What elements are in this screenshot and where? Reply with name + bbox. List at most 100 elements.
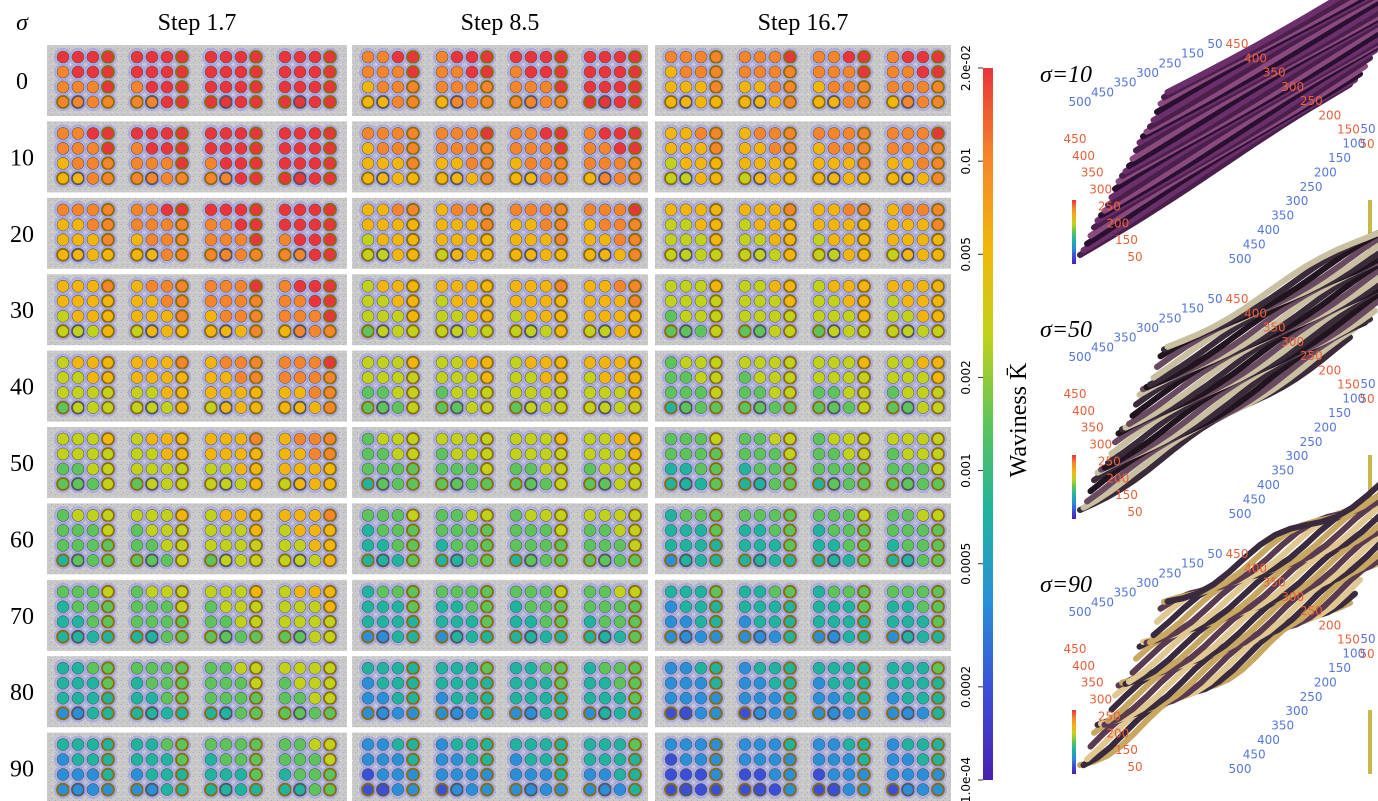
axis-tick-label: 350 — [1271, 209, 1294, 223]
figure: σ Step 1.7Step 8.5Step 16.70102030405060… — [0, 0, 1378, 801]
axis-tick-label: 100 — [1342, 391, 1365, 405]
fiber — [754, 172, 766, 184]
fiber — [843, 295, 855, 307]
fiber — [843, 524, 855, 536]
fiber — [917, 325, 929, 337]
fiber — [680, 631, 692, 643]
fiber — [665, 662, 677, 674]
fiber — [451, 234, 463, 246]
fiber — [309, 463, 321, 475]
fiber — [72, 448, 84, 460]
fiber — [917, 631, 929, 643]
fiber — [710, 662, 722, 674]
row-label: 30 — [10, 298, 34, 324]
fiber — [377, 554, 389, 566]
fiber — [555, 387, 567, 399]
fiber — [887, 448, 899, 460]
step-header: Step 8.5 — [461, 10, 540, 36]
fiber — [250, 478, 262, 490]
fiber — [555, 509, 567, 521]
axis-tick-label: 400 — [1072, 149, 1095, 163]
fiber — [279, 66, 291, 78]
fiber — [769, 509, 781, 521]
fiber — [407, 433, 419, 445]
fiber — [665, 402, 677, 414]
fiber — [279, 172, 291, 184]
fiber — [131, 234, 143, 246]
fiber — [279, 739, 291, 751]
fiber — [828, 631, 840, 643]
fiber — [324, 295, 336, 307]
fiber — [102, 539, 114, 551]
fiber — [754, 769, 766, 781]
fiber — [436, 96, 448, 108]
fiber — [309, 172, 321, 184]
fiber — [294, 631, 306, 643]
fiber — [436, 280, 448, 292]
fiber — [599, 677, 611, 689]
fiber — [695, 463, 707, 475]
fiber — [739, 357, 751, 369]
fiber — [917, 662, 929, 674]
fiber — [466, 739, 478, 751]
fiber — [250, 509, 262, 521]
axis-tick-label: 50 — [1360, 377, 1375, 391]
fiber — [205, 616, 217, 628]
fiber — [584, 204, 596, 216]
colorbar-tick-label: 0.001 — [959, 453, 973, 487]
fiber — [858, 586, 870, 598]
axis-tick-label: 400 — [1257, 223, 1280, 237]
fiber — [510, 357, 522, 369]
axis-tick-label: 50 — [1127, 505, 1142, 519]
axis-tick-label: 50 — [1207, 547, 1222, 561]
fiber — [599, 127, 611, 139]
fiber — [87, 707, 99, 719]
fiber — [599, 325, 611, 337]
fiber — [220, 51, 232, 63]
fiber — [665, 586, 677, 598]
fiber — [481, 616, 493, 628]
axis-tick-label: 300 — [1285, 194, 1308, 208]
fiber — [481, 784, 493, 796]
fiber — [436, 539, 448, 551]
fiber — [309, 631, 321, 643]
fiber — [220, 662, 232, 674]
fiber — [57, 677, 69, 689]
fiber — [451, 387, 463, 399]
fiber — [739, 586, 751, 598]
fiber — [294, 295, 306, 307]
fiber — [858, 707, 870, 719]
fiber — [235, 754, 247, 766]
fiber — [102, 524, 114, 536]
fiber — [324, 96, 336, 108]
fiber — [466, 127, 478, 139]
fiber — [362, 234, 374, 246]
fiber — [599, 234, 611, 246]
fiber — [710, 81, 722, 93]
fiber — [754, 96, 766, 108]
fiber — [161, 478, 173, 490]
fiber — [599, 157, 611, 169]
fiber — [392, 249, 404, 261]
fiber — [279, 387, 291, 399]
fiber — [436, 586, 448, 598]
fiber — [858, 310, 870, 322]
fiber — [769, 357, 781, 369]
fiber — [769, 539, 781, 551]
fiber — [739, 142, 751, 154]
fiber — [887, 81, 899, 93]
fiber — [680, 204, 692, 216]
fiber — [294, 142, 306, 154]
fiber — [858, 463, 870, 475]
fiber — [754, 234, 766, 246]
fiber — [309, 677, 321, 689]
fiber — [451, 677, 463, 689]
fiber — [250, 739, 262, 751]
fiber — [481, 66, 493, 78]
fiber — [481, 295, 493, 307]
fiber — [235, 478, 247, 490]
fiber — [629, 631, 641, 643]
fiber — [710, 96, 722, 108]
fiber — [629, 249, 641, 261]
fiber — [828, 325, 840, 337]
